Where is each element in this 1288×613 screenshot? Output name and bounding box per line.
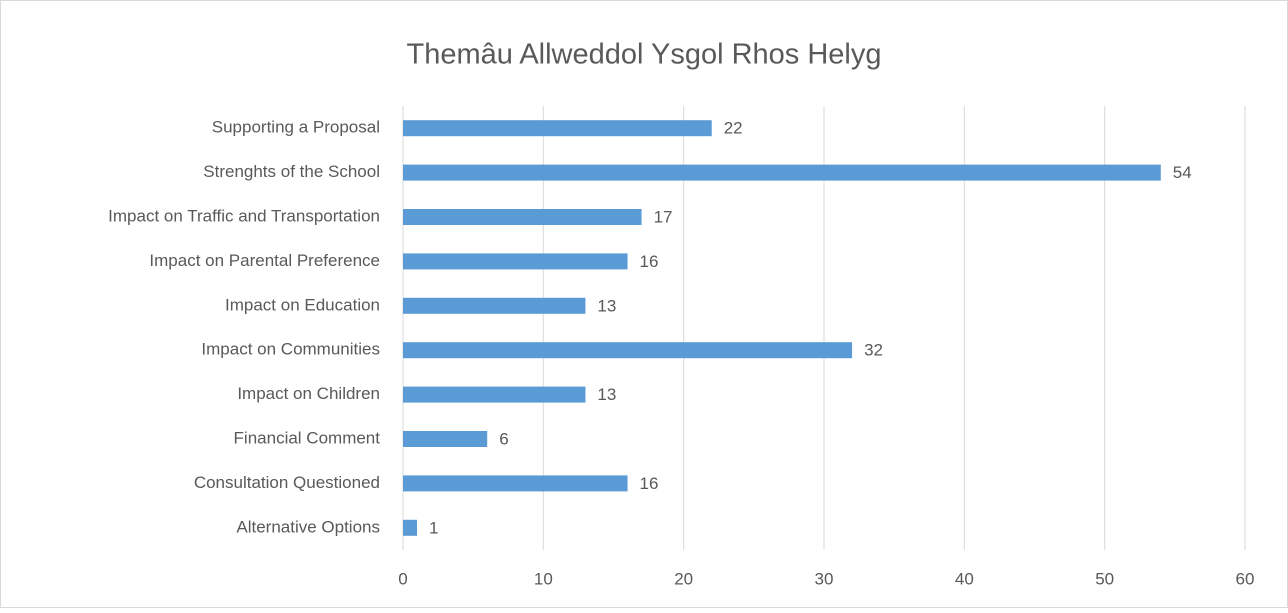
chart-title: Themâu Allweddol Ysgol Rhos Helyg	[406, 39, 881, 71]
x-tick-label: 10	[534, 569, 553, 588]
data-label: 17	[654, 207, 673, 226]
bar	[403, 475, 628, 492]
x-tick-label: 50	[1095, 569, 1114, 588]
bar	[403, 431, 488, 447]
y-tick-label: Financial Comment	[234, 428, 381, 447]
bar	[403, 519, 418, 536]
x-tick-label: 40	[955, 569, 974, 588]
x-tick-label: 60	[1236, 569, 1255, 588]
data-label: 22	[724, 119, 743, 138]
y-tick-label: Alternative Options	[236, 517, 380, 536]
y-tick-label: Strenghts of the School	[203, 162, 380, 181]
bar	[403, 342, 853, 359]
data-label: 54	[1173, 163, 1192, 182]
y-tick-label: Impact on Children	[237, 384, 380, 403]
y-tick-label: Consultation Questioned	[194, 473, 380, 492]
data-label: 32	[864, 341, 883, 360]
x-tick-label: 0	[398, 569, 407, 588]
data-label: 16	[640, 474, 659, 493]
data-label: 1	[429, 518, 438, 537]
data-label: 13	[597, 385, 616, 404]
y-tick-label: Supporting a Proposal	[212, 118, 380, 137]
y-tick-label: Impact on Communities	[201, 340, 380, 359]
bar	[403, 253, 628, 270]
y-tick-label: Impact on Education	[225, 295, 380, 314]
data-label: 13	[597, 296, 616, 315]
y-tick-label: Impact on Traffic and Transportation	[108, 206, 380, 225]
data-label: 16	[640, 252, 659, 271]
bar	[403, 164, 1161, 181]
bar	[403, 386, 586, 403]
x-tick-label: 30	[815, 569, 834, 588]
x-tick-label: 20	[674, 569, 693, 588]
data-label: 6	[499, 429, 508, 448]
y-tick-label: Impact on Parental Preference	[149, 251, 380, 270]
bar	[403, 297, 586, 314]
bar	[403, 209, 642, 225]
bar	[403, 120, 712, 137]
